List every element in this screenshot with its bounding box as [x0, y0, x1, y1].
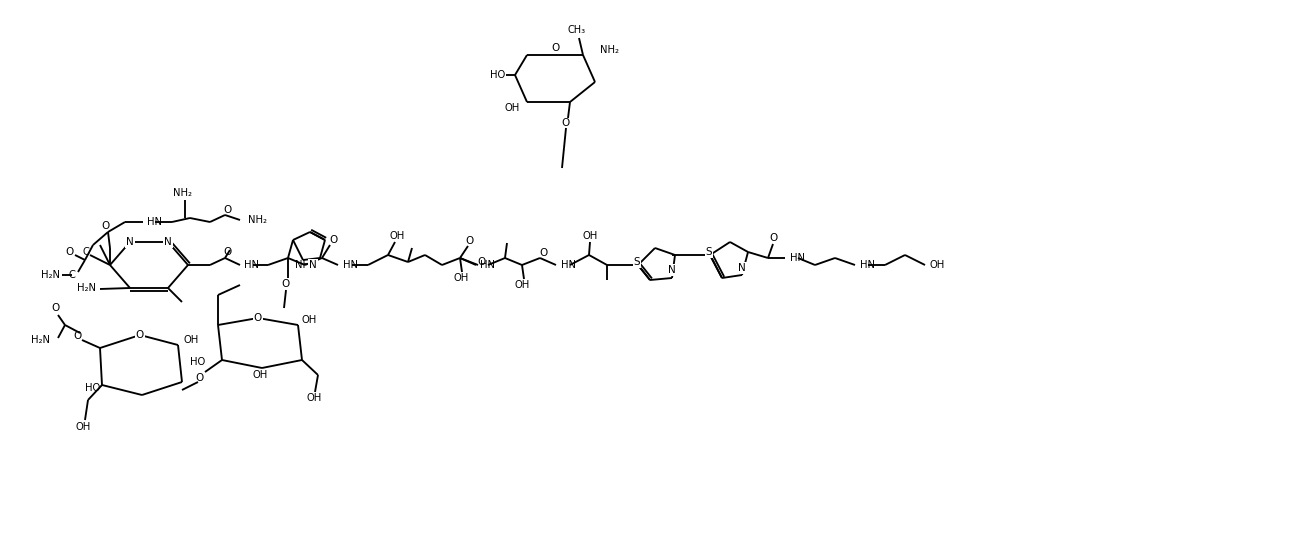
Text: HN: HN [245, 260, 259, 270]
Text: N: N [669, 265, 677, 275]
Text: H₂N: H₂N [42, 270, 60, 280]
Text: O: O [562, 118, 570, 128]
Text: HN: HN [561, 260, 576, 270]
Text: O: O [101, 221, 111, 231]
Text: NH₂: NH₂ [248, 215, 267, 225]
Text: HO: HO [85, 383, 100, 393]
Text: O: O [329, 235, 337, 245]
Text: OH: OH [75, 422, 91, 432]
Text: HN: HN [343, 260, 358, 270]
Text: N: N [164, 237, 172, 247]
Text: O: O [196, 373, 204, 383]
Text: O: O [51, 303, 59, 313]
Text: O: O [135, 330, 144, 340]
Text: O: O [254, 313, 262, 323]
Text: O: O [224, 247, 232, 257]
Text: N: N [310, 260, 317, 270]
Text: S: S [634, 257, 640, 267]
Text: O: O [66, 247, 74, 257]
Text: N: N [126, 237, 134, 247]
Text: OH: OH [930, 260, 946, 270]
Text: O: O [282, 279, 290, 289]
Text: HN: HN [860, 260, 876, 270]
Text: CH₃: CH₃ [569, 25, 585, 35]
Text: NH₂: NH₂ [173, 188, 193, 198]
Text: HN: HN [147, 217, 163, 227]
Text: HO: HO [190, 357, 206, 367]
Text: OH: OH [514, 280, 530, 290]
Text: OH: OH [306, 393, 321, 403]
Text: O: O [74, 331, 82, 341]
Text: H₂N: H₂N [77, 283, 96, 293]
Text: C: C [69, 270, 75, 280]
Text: OH: OH [389, 231, 405, 241]
Text: O: O [539, 248, 548, 258]
Text: N: N [738, 263, 745, 273]
Text: H₂N: H₂N [31, 335, 49, 345]
Text: HO: HO [489, 70, 505, 80]
Text: C: C [82, 247, 90, 257]
Text: OH: OH [453, 273, 468, 283]
Text: NH: NH [295, 260, 311, 270]
Text: OH: OH [505, 103, 520, 113]
Text: S: S [705, 247, 713, 257]
Text: HN: HN [790, 253, 805, 263]
Text: O: O [770, 233, 778, 243]
Text: O: O [466, 236, 474, 246]
Text: O: O [224, 205, 232, 215]
Text: OH: OH [252, 370, 268, 380]
Text: HN: HN [480, 260, 494, 270]
Text: OH: OH [183, 335, 198, 345]
Text: NH₂: NH₂ [600, 45, 619, 55]
Text: OH: OH [302, 315, 317, 325]
Text: O: O [477, 257, 485, 267]
Text: O: O [550, 43, 559, 53]
Text: OH: OH [583, 231, 597, 241]
